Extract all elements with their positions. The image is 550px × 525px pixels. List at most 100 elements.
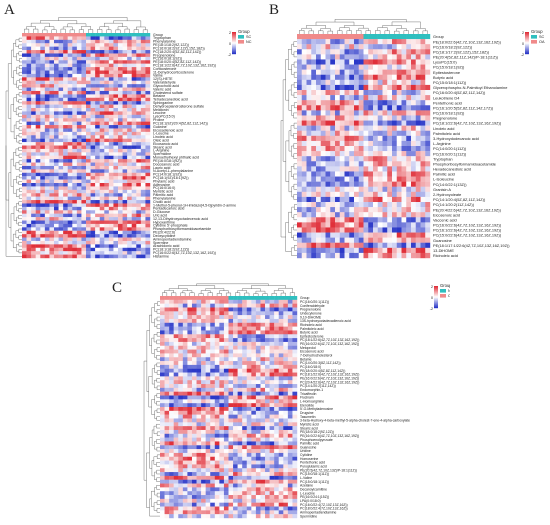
heatmap-cell [136,145,142,150]
heatmap-cell [420,49,426,55]
heatmap-cell [108,172,114,177]
heatmap-cell [339,90,345,96]
heatmap-cell [131,183,137,187]
heatmap-cell [173,464,179,469]
row-label: Stearic acid [300,426,318,430]
heatmap-cell [54,87,59,92]
heatmap-cell [67,227,73,231]
heatmap-cell [283,437,289,442]
heatmap-cell [387,110,393,116]
heatmap-cell [40,77,46,81]
heatmap-cell [274,376,279,381]
heatmap-cell [127,172,132,177]
heatmap-cell [196,483,202,488]
heatmap-cell [373,79,378,86]
heatmap-cell [31,213,36,218]
heatmap-cell [415,171,421,177]
heatmap-cell [233,345,238,350]
heatmap-row [22,135,151,139]
heatmap-cell [392,252,397,259]
heatmap-cell [260,330,266,335]
heatmap-cell [49,183,55,187]
heatmap-cell [287,334,293,339]
heatmap-row [22,172,151,177]
heatmap-cell [131,53,137,58]
heatmap-cell [325,84,331,91]
heatmap-cell [401,222,407,228]
heatmap-cell [278,468,284,473]
heatmap-cell [411,115,416,121]
heatmap-cell [72,251,78,255]
heatmap-cell [104,128,110,133]
heatmap-cell [396,227,402,233]
heatmap-cell [40,73,46,78]
heatmap-cell [219,315,225,320]
heatmap-cell [306,74,312,81]
heatmap-cell [145,237,151,242]
heatmap-cell [131,220,137,225]
heatmap-cell [26,227,32,231]
heatmap-cell [278,464,284,469]
heatmap-cell [214,318,220,323]
heatmap-cell [140,220,146,225]
heatmap-cell [187,410,193,415]
heatmap-cell [320,140,326,147]
heatmap-cell [301,227,307,233]
group-cell [387,34,393,40]
heatmap-cell [67,196,73,201]
heatmap-cell [99,254,105,259]
heatmap-cell [127,90,132,95]
heatmap-cell [214,334,220,339]
heatmap-cell [325,222,331,228]
heatmap-cell [104,210,110,214]
row-label: Linoleic acid [433,126,454,131]
heatmap-cell [90,206,96,211]
heatmap-cell [169,468,174,473]
heatmap-cell [306,69,312,75]
heatmap-cell [22,104,27,109]
heatmap-cell [113,39,119,44]
heatmap-cell [219,422,225,427]
heatmap-cell [368,125,374,131]
heatmap-cell [214,326,220,331]
heatmap-cell [354,120,359,126]
group-cell [113,33,119,37]
heatmap-cell [205,372,211,377]
heatmap-cell [368,207,374,213]
heatmap-cell [301,49,307,55]
heatmap-cell [40,145,46,150]
heatmap-cell [205,357,211,362]
heatmap-cell [335,79,340,86]
heatmap-cell [382,110,388,116]
heatmap-cell [233,418,238,423]
heatmap-cell [260,384,266,389]
heatmap-cell [311,166,317,172]
heatmap-cell [237,456,243,461]
heatmap-cell [108,237,114,242]
heatmap-cell [265,326,270,331]
heatmap-cell [76,240,82,245]
heatmap-cell [145,210,151,214]
heatmap-cell [191,410,197,415]
heatmap-cell [86,97,91,102]
heatmap-cell [219,460,225,465]
heatmap-cell [86,138,91,143]
heatmap-cell [191,391,197,396]
heatmap-cell [233,452,238,457]
heatmap-cell [283,318,289,323]
heatmap-cell [269,429,275,434]
heatmap-cell [63,148,68,153]
heatmap-cell [90,94,96,98]
heatmap-cell [396,161,402,167]
heatmap-cell [108,101,114,105]
heatmap-cell [269,452,275,457]
heatmap-cell [396,135,402,142]
heatmap-cell [187,479,193,484]
heatmap-cell [311,49,317,55]
heatmap-cell [306,202,312,208]
heatmap-cell [35,155,41,160]
heatmap-cell [228,407,234,412]
heatmap-cell [54,217,59,221]
heatmap-cell [113,254,119,259]
heatmap-cell [22,36,27,41]
